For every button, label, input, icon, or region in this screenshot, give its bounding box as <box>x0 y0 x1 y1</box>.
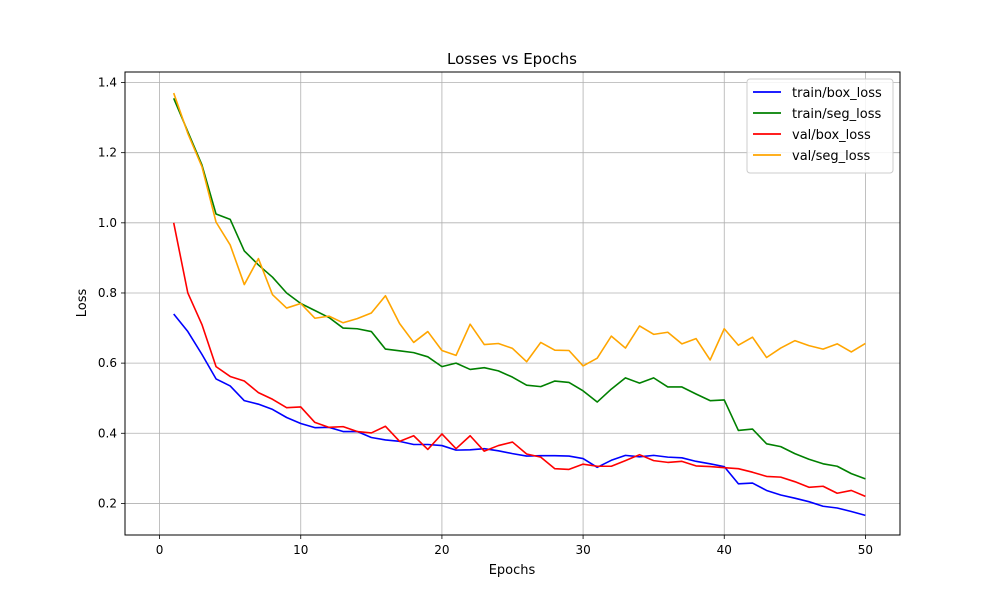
series-lines <box>172 92 866 517</box>
series-line-val-seg-loss <box>172 92 866 367</box>
chart-title: Losses vs Epochs <box>447 50 577 68</box>
y-tick-label: 0.2 <box>98 496 117 510</box>
y-tick-label: 1.4 <box>98 76 117 90</box>
x-axis-label: Epochs <box>489 563 536 578</box>
y-tick-label: 0.4 <box>98 426 117 440</box>
legend-entry: train/seg_loss <box>792 107 882 122</box>
legend-entry: val/box_loss <box>792 128 871 143</box>
series-line-val-box-loss <box>172 222 866 498</box>
series-line-train-box-loss <box>173 313 866 517</box>
legend-box <box>746 78 894 174</box>
x-tick-label: 10 <box>293 543 308 557</box>
series-line-train-seg-loss <box>172 97 866 480</box>
y-tick-label: 0.6 <box>98 356 117 370</box>
y-tick-label: 1.2 <box>98 146 117 160</box>
y-tick-label: 1.0 <box>98 216 117 230</box>
x-tick-label: 30 <box>575 543 590 557</box>
legend-entry: train/box_loss <box>792 86 882 101</box>
x-tick-label: 0 <box>156 543 164 557</box>
plot-frame <box>124 71 901 536</box>
y-tick-label: 0.8 <box>98 286 117 300</box>
x-tick-label: 20 <box>434 543 449 557</box>
x-tick-label: 50 <box>858 543 873 557</box>
ticks: 0 10 20 30 40 50 0.2 0.4 0.6 0.8 1.0 1.2 1.4 <box>98 76 873 557</box>
legend-entry: val/seg_loss <box>792 149 871 164</box>
y-axis-label: Loss <box>75 289 90 318</box>
x-tick-label: 40 <box>717 543 732 557</box>
legend: train/box_loss train/seg_loss val/box_loss… <box>746 78 894 174</box>
